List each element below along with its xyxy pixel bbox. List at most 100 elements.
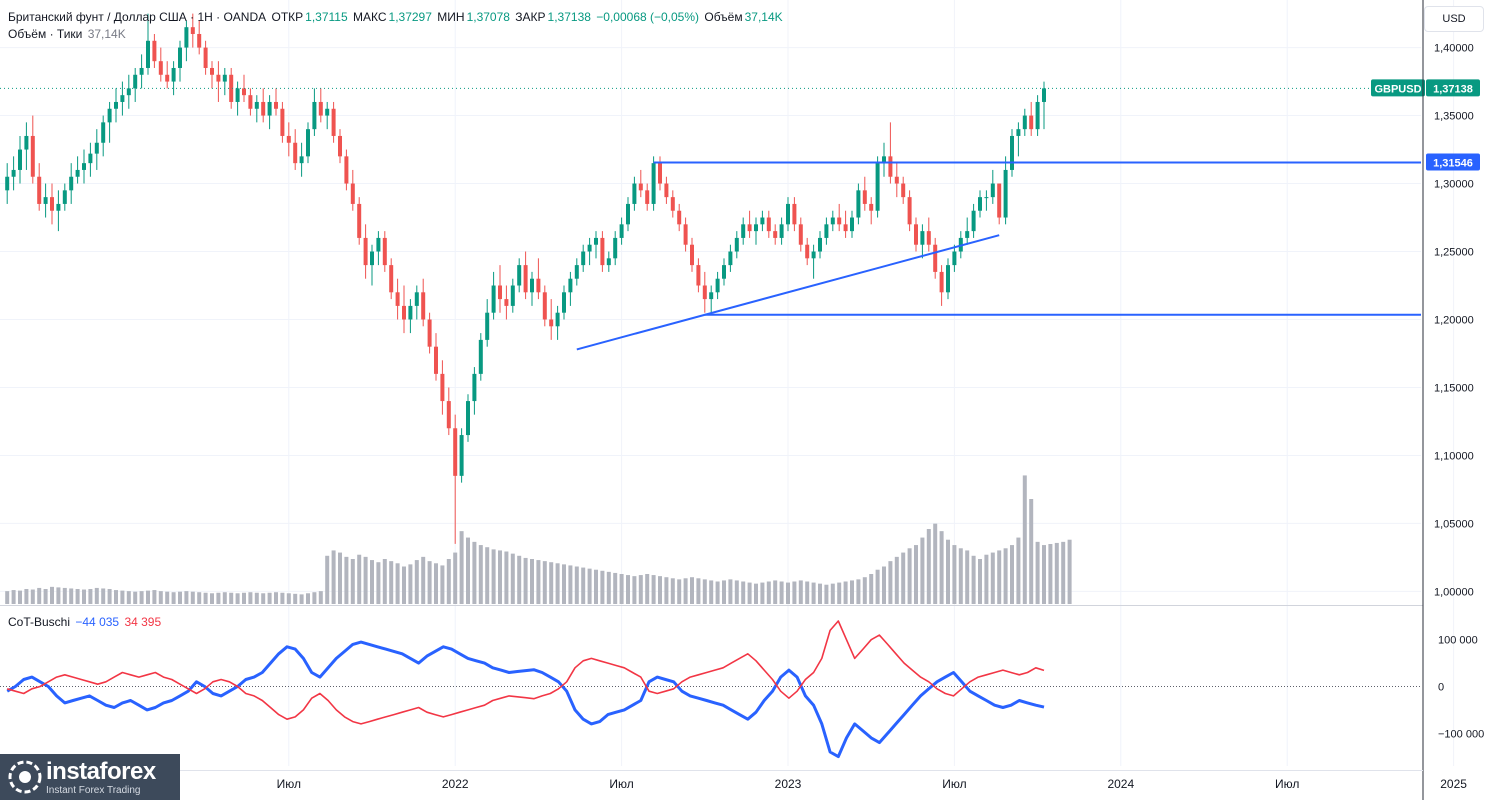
candle-body <box>427 319 432 347</box>
open-value: 1,37115 <box>305 10 348 24</box>
candle-body <box>261 101 266 116</box>
candle-body <box>664 183 669 198</box>
candle-body <box>933 244 938 272</box>
candle-body <box>818 237 822 252</box>
candle-body <box>414 292 419 306</box>
volume-bar <box>62 587 67 604</box>
low-value: 1,37078 <box>466 10 510 24</box>
candle-body <box>152 40 157 62</box>
volume-bar <box>715 581 720 604</box>
candle-body <box>235 88 240 102</box>
candle-body <box>600 237 605 266</box>
candle-body <box>82 163 86 170</box>
volume-bar <box>600 570 605 604</box>
volume-bar <box>82 589 86 604</box>
price-axis-label: 1,30000 <box>1434 179 1474 191</box>
volume-bar <box>728 579 733 604</box>
instaforex-logo: instaforex Instant Forex Trading <box>0 754 180 800</box>
candle-body <box>94 142 99 154</box>
volume-bar <box>1048 544 1053 604</box>
current-price-badge <box>1426 79 1480 97</box>
candle-body <box>395 292 400 306</box>
volume-bar <box>56 587 61 604</box>
candle-body <box>139 67 144 75</box>
volume-bar <box>94 587 99 604</box>
volume-bar <box>5 591 10 604</box>
candle-body <box>542 292 547 320</box>
candle-body <box>158 61 163 75</box>
volume-bar <box>1061 541 1066 604</box>
volume-bar <box>914 545 918 604</box>
volume-bar <box>760 582 765 604</box>
volume-bar <box>30 589 35 604</box>
volume-bar <box>658 576 662 604</box>
volume-bar <box>549 562 554 604</box>
price-axis-label: 1,35000 <box>1434 111 1474 123</box>
candle-body <box>747 224 752 232</box>
candle-body <box>498 285 502 300</box>
volume-bar <box>370 560 374 604</box>
volume-bar <box>338 552 342 604</box>
volume-bar <box>683 578 688 604</box>
volume-bar <box>363 556 368 604</box>
volume-legend: Объём · Тики 37,14K <box>8 27 128 41</box>
candle-body <box>126 88 131 96</box>
volume-bar <box>280 592 285 604</box>
symbol-badge-label: GBPUSD <box>1374 83 1421 95</box>
candle-body <box>965 231 970 238</box>
volume-bar <box>133 591 138 604</box>
candle-body <box>338 135 342 157</box>
candle-body <box>984 197 989 199</box>
volume-bar <box>747 582 752 604</box>
currency-button[interactable]: USD <box>1424 6 1484 32</box>
candle-body <box>491 285 496 313</box>
candle-body <box>875 163 880 211</box>
candle-body <box>434 346 438 374</box>
candle-body <box>293 142 298 164</box>
candle-body <box>114 101 118 109</box>
volume-bar <box>178 591 182 604</box>
volume-value: 37,14K <box>744 10 783 24</box>
volume-bar <box>101 588 106 604</box>
volume-bar <box>267 592 272 604</box>
candle-body <box>1029 115 1034 130</box>
volume-bar <box>152 590 157 604</box>
candle-body <box>389 265 394 293</box>
volume-bar <box>837 582 842 604</box>
candle-body <box>248 95 253 109</box>
volume-bar <box>254 592 259 604</box>
volume-label: Объём <box>704 10 743 24</box>
candle-body <box>318 101 323 116</box>
price-axis-label: 1,15000 <box>1434 382 1474 394</box>
volume-bar <box>978 559 982 604</box>
volume-bar <box>530 559 534 604</box>
volume-bar <box>446 559 451 604</box>
volume-bar <box>869 574 874 604</box>
volume-bar <box>1010 545 1014 604</box>
volume-bar <box>1054 542 1059 604</box>
volume-bar <box>984 554 989 604</box>
candle-body <box>254 101 259 109</box>
volume-bar <box>965 550 970 604</box>
candle-body <box>472 373 477 402</box>
candle-body <box>568 278 573 293</box>
volume-bar <box>222 592 227 604</box>
volume-bar <box>606 571 611 604</box>
volume-bar <box>696 578 701 604</box>
volume-bar <box>786 582 790 604</box>
candle-body <box>376 237 381 252</box>
volume-bar <box>274 592 278 604</box>
candle-body <box>824 224 829 238</box>
volume-bar <box>216 592 221 604</box>
candle-body <box>370 251 374 266</box>
candle-body <box>171 67 176 82</box>
candle-body <box>574 265 579 279</box>
price-axis-label: 1,20000 <box>1434 314 1474 326</box>
grid <box>0 0 1455 766</box>
volume-bar <box>568 565 573 604</box>
volume-bar <box>670 578 675 604</box>
volume-bar <box>312 592 317 604</box>
candle-body <box>638 183 643 191</box>
